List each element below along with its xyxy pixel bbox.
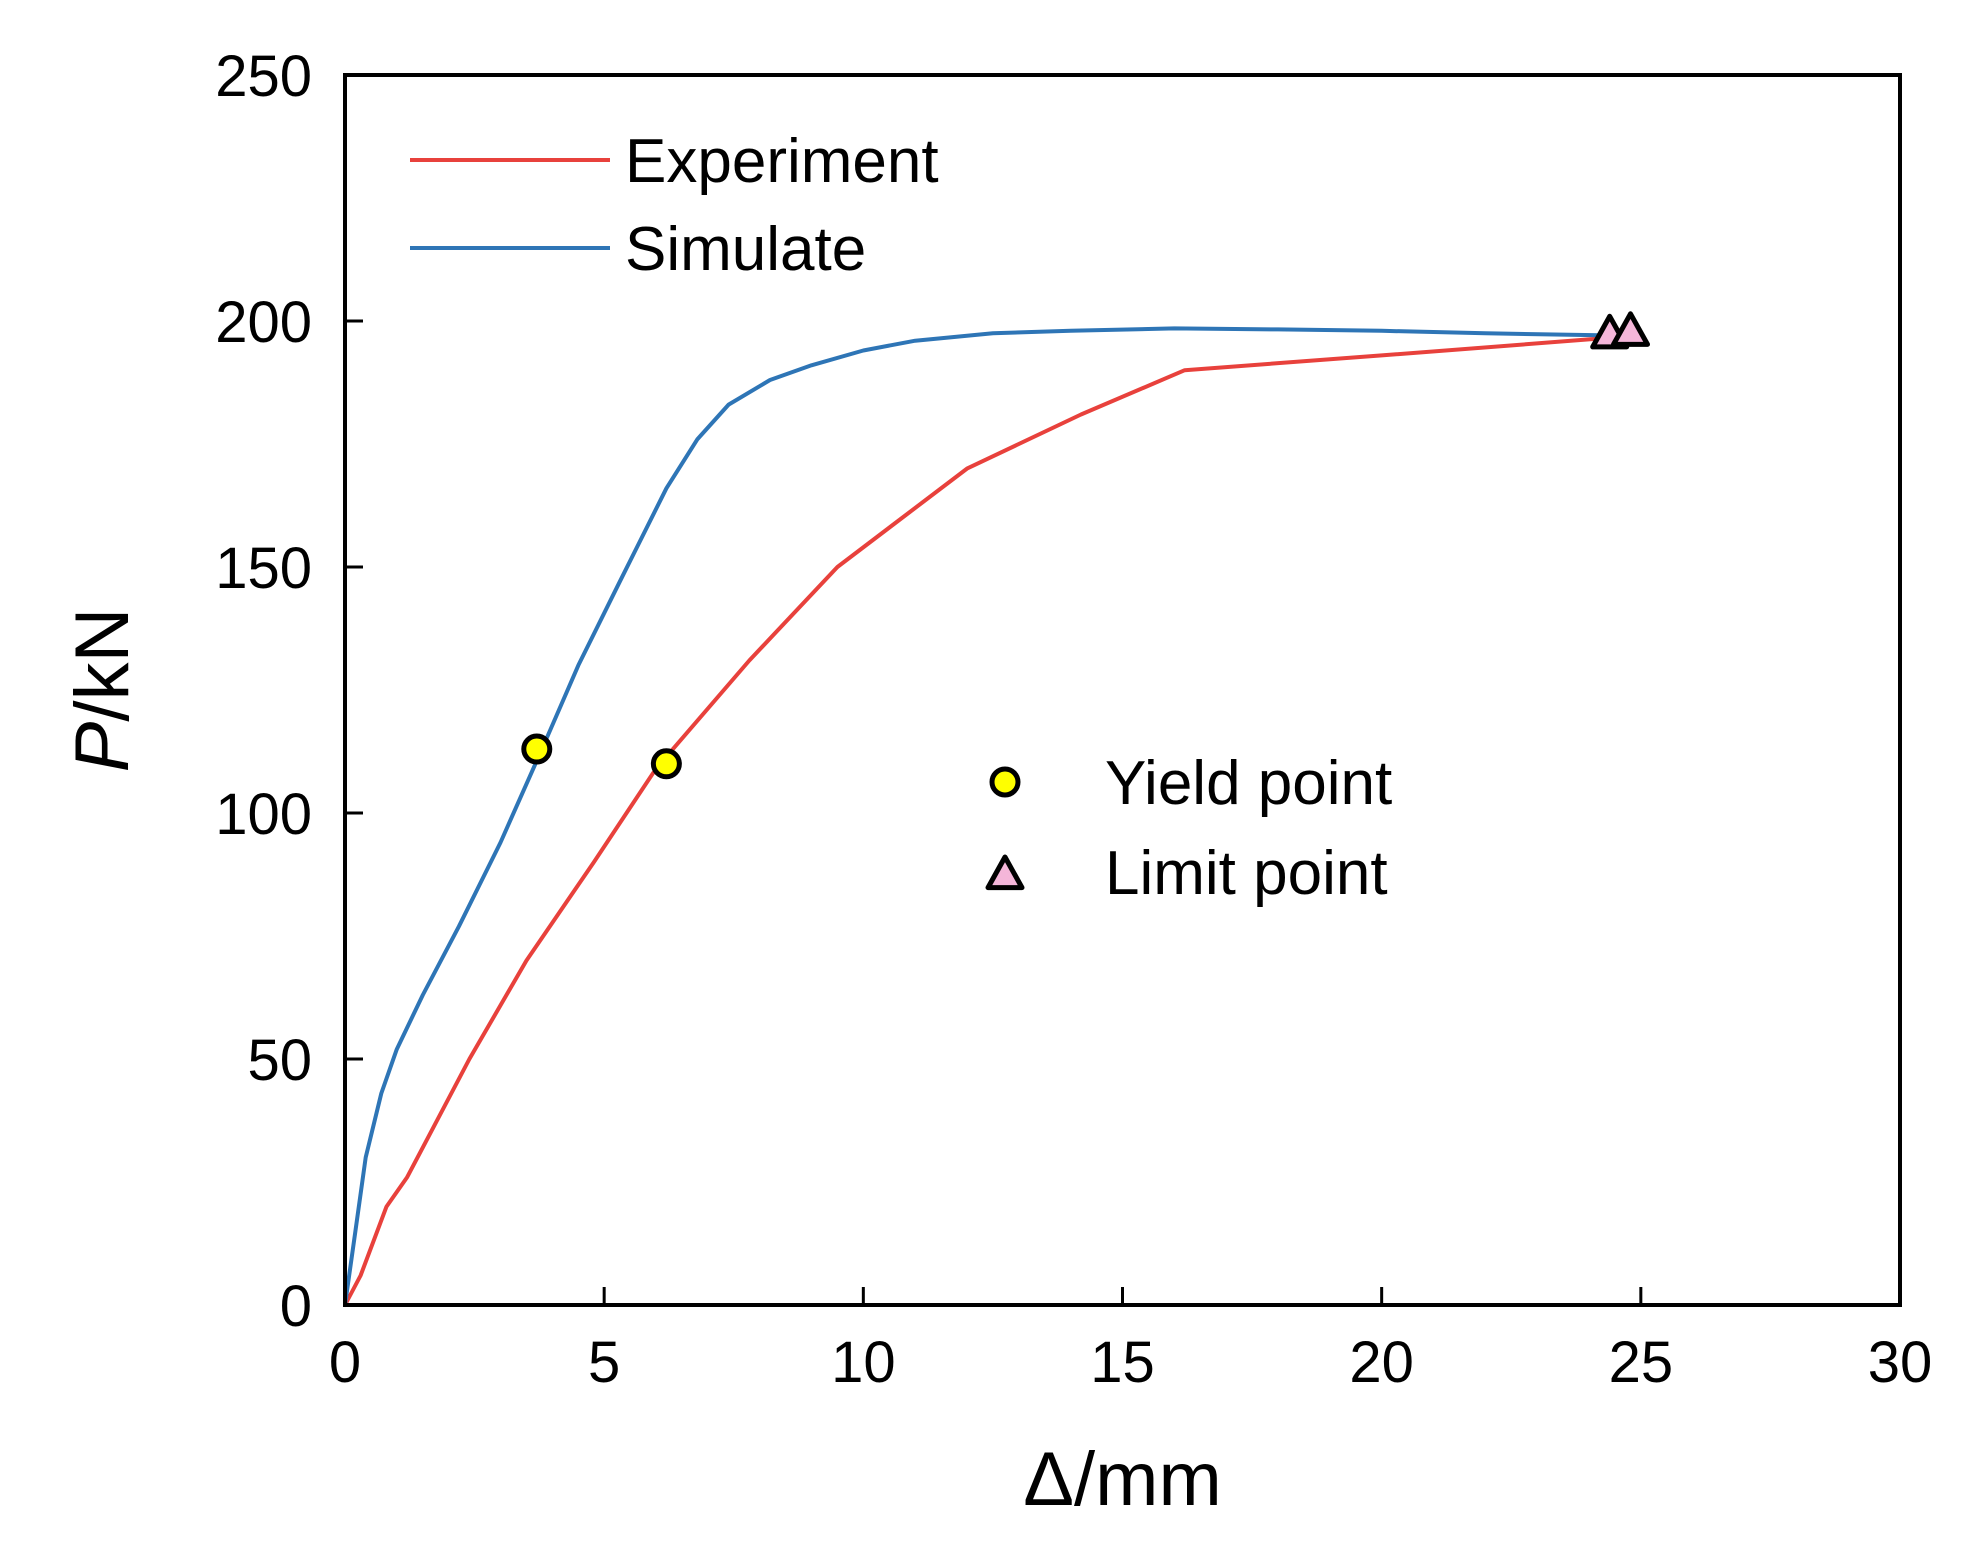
legend-label-experiment: Experiment xyxy=(625,127,939,196)
yield-point-marker xyxy=(521,733,553,765)
plot-frame xyxy=(343,73,1902,1307)
series-line-simulate xyxy=(343,326,1633,1307)
legend-label-limit-point: Limit point xyxy=(1105,839,1388,908)
x-tick-label: 20 xyxy=(1349,1330,1414,1395)
y-tick-label: 100 xyxy=(215,782,312,847)
x-tick-label: 0 xyxy=(329,1330,361,1395)
legend-swatch-limit-point xyxy=(985,854,1025,891)
y-tick-label: 200 xyxy=(215,290,312,355)
x-tick-label: 25 xyxy=(1609,1330,1674,1395)
marker-layer xyxy=(521,311,1650,780)
legend-swatch-yield-point xyxy=(989,766,1021,798)
yield-point-marker xyxy=(650,748,682,780)
legend-label-simulate: Simulate xyxy=(625,215,866,284)
x-tick-label: 30 xyxy=(1868,1330,1933,1395)
limit-point-marker xyxy=(1611,311,1650,347)
x-tick-label: 5 xyxy=(588,1330,620,1395)
legend-label-yield-point: Yield point xyxy=(1105,749,1392,818)
y-axis-title-italic: P xyxy=(60,721,145,772)
legend-layer: Experiment Simulate Yield point Limit point xyxy=(410,127,1392,908)
x-tick-label: 10 xyxy=(831,1330,896,1395)
ticks-layer: 0 5 10 15 20 25 30 0 50 100 150 200 250 xyxy=(215,44,1932,1395)
x-tick-label: 15 xyxy=(1090,1330,1155,1395)
y-axis-title-unit: /kN xyxy=(60,608,145,722)
series-layer xyxy=(343,326,1638,1307)
y-tick-label: 150 xyxy=(215,536,312,601)
y-axis-title: P/kN xyxy=(60,608,145,773)
y-tick-label: 250 xyxy=(215,44,312,109)
y-tick-label: 50 xyxy=(247,1028,312,1093)
y-tick-label: 0 xyxy=(280,1274,312,1339)
x-axis-title: Δ/mm xyxy=(1023,1437,1222,1522)
series-line-experiment xyxy=(343,333,1638,1307)
